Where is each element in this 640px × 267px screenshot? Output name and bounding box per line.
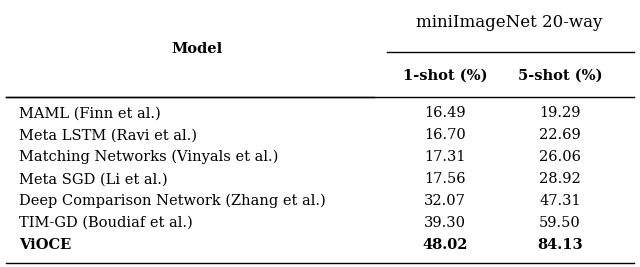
Text: 28.92: 28.92 (539, 172, 581, 186)
Text: Deep Comparison Network (Zhang et al.): Deep Comparison Network (Zhang et al.) (19, 194, 326, 208)
Text: 22.69: 22.69 (539, 128, 581, 142)
Text: 17.31: 17.31 (424, 150, 465, 164)
Text: 16.49: 16.49 (424, 107, 466, 120)
Text: TIM-GD (Boudiaf et al.): TIM-GD (Boudiaf et al.) (19, 216, 193, 230)
Text: ViOCE: ViOCE (19, 238, 72, 252)
Text: Meta LSTM (Ravi et al.): Meta LSTM (Ravi et al.) (19, 128, 197, 142)
Text: 1-shot (%): 1-shot (%) (403, 69, 487, 83)
Text: 26.06: 26.06 (539, 150, 581, 164)
Text: 47.31: 47.31 (539, 194, 581, 208)
Text: 39.30: 39.30 (424, 216, 466, 230)
Text: Matching Networks (Vinyals et al.): Matching Networks (Vinyals et al.) (19, 150, 278, 164)
Text: 32.07: 32.07 (424, 194, 466, 208)
Text: 5-shot (%): 5-shot (%) (518, 69, 602, 83)
Text: 84.13: 84.13 (537, 238, 583, 252)
Text: miniImageNet 20-way: miniImageNet 20-way (415, 14, 602, 31)
Text: 48.02: 48.02 (422, 238, 468, 252)
Text: 17.56: 17.56 (424, 172, 466, 186)
Text: Meta SGD (Li et al.): Meta SGD (Li et al.) (19, 172, 168, 186)
Text: 16.70: 16.70 (424, 128, 466, 142)
Text: Model: Model (171, 42, 223, 56)
Text: 19.29: 19.29 (540, 107, 580, 120)
Text: 59.50: 59.50 (539, 216, 581, 230)
Text: MAML (Finn et al.): MAML (Finn et al.) (19, 107, 161, 120)
